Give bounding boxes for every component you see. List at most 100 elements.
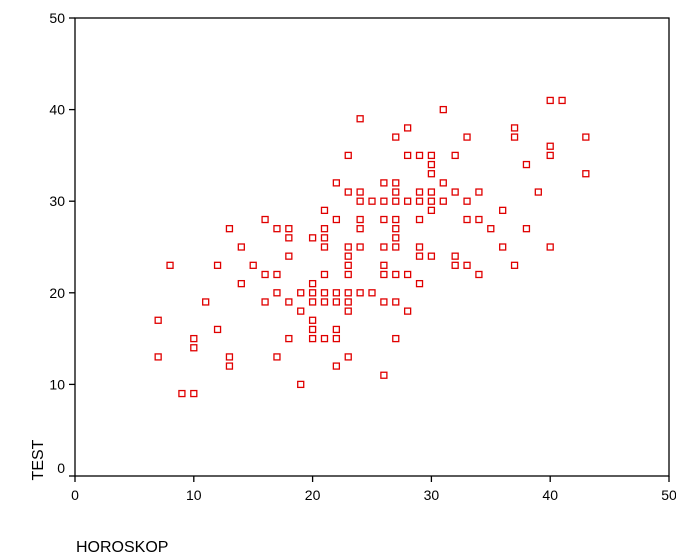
- y-tick-label: 0: [57, 460, 65, 476]
- data-point: [475, 215, 483, 224]
- data-point: [308, 334, 317, 343]
- data-point: [190, 334, 198, 343]
- data-point: [558, 96, 566, 105]
- y-tick-label: 30: [49, 193, 65, 209]
- data-point: [380, 298, 388, 306]
- data-point: [320, 206, 329, 215]
- data-point: [332, 325, 341, 334]
- data-point: [308, 234, 317, 242]
- data-point: [427, 170, 436, 178]
- data-point: [427, 160, 436, 169]
- data-point: [451, 151, 459, 160]
- data-point: [225, 225, 234, 233]
- data-point: [415, 197, 424, 205]
- data-point: [380, 371, 388, 379]
- data-point: [285, 234, 293, 242]
- data-point: [332, 334, 341, 343]
- data-point: [356, 243, 364, 251]
- data-point: [582, 170, 590, 178]
- x-tick-label: 20: [305, 487, 321, 503]
- x-tick-label: 40: [542, 487, 558, 503]
- x-tick-label: 50: [661, 487, 676, 503]
- x-tick-label: 10: [186, 487, 202, 503]
- data-point: [403, 151, 412, 160]
- data-point: [178, 389, 186, 398]
- data-point: [463, 197, 471, 205]
- data-point: [403, 307, 412, 315]
- data-point: [166, 261, 174, 269]
- data-point: [403, 197, 412, 205]
- x-tick-label: 30: [424, 487, 440, 503]
- data-point: [320, 298, 329, 306]
- data-point: [522, 225, 531, 233]
- data-point: [463, 133, 471, 141]
- data-point: [320, 289, 329, 297]
- data-point: [510, 133, 519, 141]
- data-point: [308, 289, 317, 297]
- data-point: [392, 298, 400, 306]
- x-axis-title: HOROSKOP: [76, 539, 168, 554]
- data-point: [475, 188, 483, 196]
- data-point: [451, 261, 459, 269]
- data-point: [344, 270, 352, 279]
- data-point: [392, 215, 400, 224]
- data-point: [403, 124, 412, 132]
- data-point: [237, 279, 245, 288]
- data-point: [261, 298, 269, 306]
- data-point: [427, 206, 436, 215]
- data-point: [154, 316, 162, 324]
- data-point: [356, 215, 364, 224]
- data-point: [308, 325, 317, 334]
- data-point: [332, 298, 341, 306]
- data-point: [392, 197, 400, 205]
- data-point: [427, 197, 436, 205]
- x-tick-label: 0: [71, 487, 79, 503]
- data-point: [368, 197, 376, 205]
- data-point: [332, 179, 341, 187]
- data-point: [225, 362, 234, 370]
- data-point: [273, 289, 281, 297]
- y-tick-label: 50: [49, 10, 65, 26]
- data-point: [344, 243, 352, 251]
- data-point: [237, 243, 245, 251]
- data-point: [332, 289, 341, 297]
- data-point: [320, 225, 329, 233]
- data-point: [546, 96, 554, 105]
- data-point: [582, 133, 590, 141]
- data-point: [297, 380, 305, 389]
- data-point: [273, 225, 281, 233]
- data-point: [344, 252, 352, 260]
- data-point: [154, 353, 162, 361]
- data-point: [392, 234, 400, 242]
- data-point: [392, 243, 400, 251]
- data-point: [427, 188, 436, 196]
- data-point: [534, 188, 542, 196]
- data-point: [380, 270, 388, 279]
- data-point: [261, 215, 269, 224]
- data-point: [285, 334, 293, 343]
- data-point: [273, 353, 281, 361]
- data-point: [439, 105, 447, 114]
- data-point: [546, 151, 554, 160]
- data-point: [190, 344, 198, 352]
- data-point: [344, 298, 352, 306]
- data-point: [392, 133, 400, 141]
- data-point: [213, 261, 222, 269]
- data-point: [308, 316, 317, 324]
- data-point: [344, 289, 352, 297]
- data-point: [344, 151, 352, 160]
- data-point: [356, 289, 364, 297]
- y-axis-title: TEST: [30, 439, 47, 480]
- data-point: [273, 270, 281, 279]
- data-point: [451, 252, 459, 260]
- data-point: [249, 261, 257, 269]
- data-point: [285, 298, 293, 306]
- data-point: [320, 234, 329, 242]
- data-point: [356, 115, 364, 123]
- x-axis: 0 10 20 30 40 50: [71, 476, 676, 503]
- data-point: [202, 298, 210, 306]
- data-point: [213, 325, 222, 334]
- data-point: [415, 252, 424, 260]
- data-point: [546, 243, 554, 251]
- data-point: [415, 243, 424, 251]
